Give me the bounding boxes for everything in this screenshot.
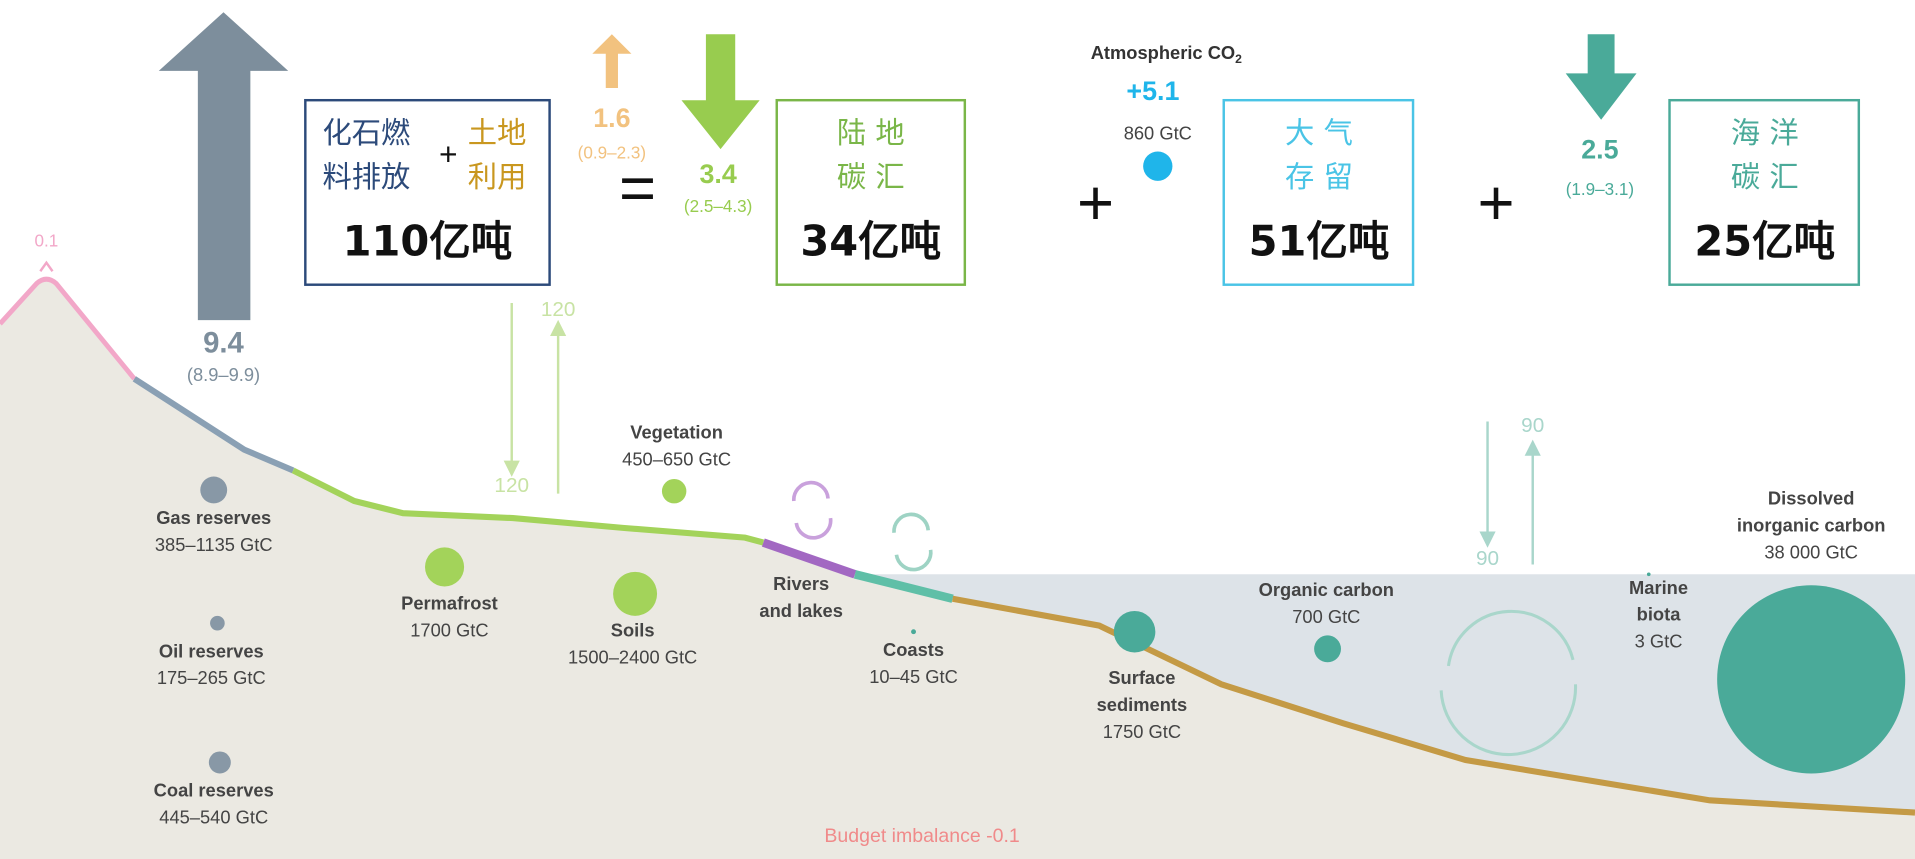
reservoir-amount: 38 000 GtC (1764, 541, 1858, 562)
reservoir-amount: 1700 GtC (410, 620, 488, 641)
flux-value: 3.4 (699, 159, 736, 189)
reservoir-dot (200, 477, 227, 504)
reservoir-dot (662, 479, 686, 503)
box-line: 碳 汇 (837, 160, 905, 194)
reservoir-amount: 700 GtC (1292, 606, 1360, 627)
reservoir-name: biota (1637, 604, 1682, 625)
box-line: 土地 (468, 116, 527, 150)
box-amount: 34亿吨 (800, 216, 941, 265)
reservoir-dot (1647, 572, 1651, 576)
diagram: 0.19.4(8.9–9.9)1.6(0.9–2.3)3.4(2.5–4.3)2… (0, 0, 1915, 859)
box-line: 陆 地 (837, 116, 905, 150)
reservoir-dot (1314, 635, 1341, 662)
reservoir-dot (425, 547, 464, 586)
atmosphere-stock: 860 GtC (1124, 122, 1192, 143)
reservoir-name: sediments (1097, 694, 1188, 715)
flux-range: (8.9–9.9) (187, 364, 260, 385)
reservoir-name: inorganic carbon (1737, 514, 1886, 535)
reservoir-dot (1114, 611, 1156, 653)
box-line: 料排放 (322, 160, 410, 194)
box-line: 海 洋 (1731, 116, 1799, 150)
reservoir-dot (911, 629, 916, 634)
reservoir-amount: 3 GtC (1635, 631, 1683, 652)
box-amount: 25亿吨 (1694, 216, 1835, 265)
exchange-label: 120 (541, 298, 576, 321)
atmosphere-label: Atmospheric CO2 (1091, 42, 1242, 66)
box-amount: 110亿吨 (343, 216, 513, 265)
box-line: 化石燃 (322, 116, 410, 150)
reservoir-name: Gas reserves (156, 507, 271, 528)
box-amount: 51亿吨 (1249, 216, 1390, 265)
box-line: 大 气 (1285, 116, 1353, 150)
imbalance: Budget imbalance -0.1 (824, 825, 1019, 847)
operator: + (1077, 167, 1114, 238)
reservoir-dot (209, 751, 231, 773)
reservoir-amount: 385–1135 GtC (155, 534, 273, 555)
reservoir-name: Rivers (773, 573, 829, 594)
box-plus: + (439, 136, 458, 172)
reservoir-name: and lakes (759, 600, 842, 621)
atmosphere-dot (1143, 152, 1172, 181)
reservoir-amount: 10–45 GtC (869, 666, 958, 687)
operator: = (619, 153, 656, 224)
reservoir-name: Soils (611, 620, 655, 641)
subscript: 2 (1235, 52, 1242, 66)
exchange-label: 90 (1476, 547, 1499, 570)
reservoir-name: Coasts (883, 639, 944, 660)
reservoir-name: Marine (1629, 577, 1688, 598)
exchange-label: 120 (494, 474, 529, 497)
exchange-label: 90 (1521, 414, 1544, 437)
flux-range: (2.5–4.3) (684, 197, 752, 216)
page: {"peak_label":"0.1", "fluxes":{"fossil":… (0, 0, 1915, 859)
reservoir-dot (210, 616, 225, 631)
box-line: 利用 (468, 160, 527, 194)
reservoir-amount: 450–650 GtC (622, 448, 731, 469)
flux-range: (1.9–3.1) (1566, 180, 1634, 199)
flux-value: 2.5 (1581, 135, 1618, 165)
flux-value: 1.6 (593, 103, 630, 133)
label: Atmospheric CO (1091, 42, 1235, 63)
reservoir-dot (1717, 585, 1905, 773)
reservoir-name: Coal reserves (154, 780, 274, 801)
reservoir-amount: 1750 GtC (1103, 721, 1181, 742)
reservoir-name: Oil reserves (159, 640, 264, 661)
peak-label: 0.1 (35, 231, 59, 250)
operator: + (1478, 167, 1515, 238)
flux-value: 9.4 (203, 326, 244, 359)
reservoir-name: Vegetation (630, 422, 723, 443)
reservoir-dot (613, 572, 657, 616)
box-line: 存 留 (1285, 160, 1353, 194)
reservoir-name: Permafrost (401, 593, 498, 614)
reservoir-name: Dissolved (1768, 488, 1854, 509)
box-line: 碳 汇 (1731, 160, 1799, 194)
reservoir-name: Organic carbon (1259, 579, 1394, 600)
reservoir-amount: 445–540 GtC (159, 807, 268, 828)
atmosphere-growth: +5.1 (1126, 76, 1179, 106)
reservoir-amount: 175–265 GtC (157, 667, 266, 688)
reservoir-name: Surface (1108, 667, 1175, 688)
reservoir-amount: 1500–2400 GtC (568, 646, 697, 667)
